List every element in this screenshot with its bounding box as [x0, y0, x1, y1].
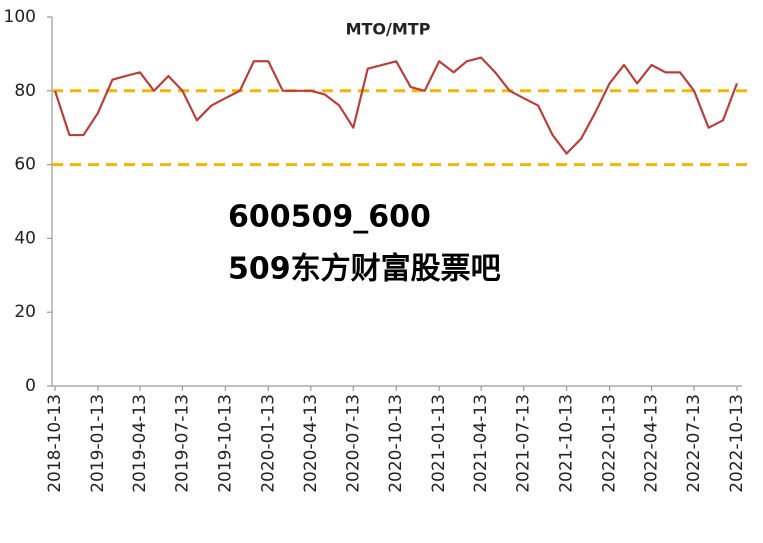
x-tick-label: 2021-01-13: [429, 394, 449, 493]
x-tick-label: 2019-01-13: [88, 394, 108, 493]
x-tick-label: 2018-10-13: [45, 394, 65, 493]
y-tick-label: 20: [14, 302, 36, 322]
x-tick-label: 2020-01-13: [258, 394, 278, 493]
x-tick-label: 2022-01-13: [600, 394, 620, 493]
x-tick-label: 2021-07-13: [514, 394, 534, 493]
y-tick-label: 0: [25, 376, 36, 396]
y-tick-label: 80: [14, 81, 36, 101]
x-tick-label: 2022-04-13: [642, 394, 662, 493]
x-tick-label: 2021-10-13: [557, 394, 577, 493]
x-tick-label: 2020-10-13: [386, 394, 406, 493]
x-tick-label: 2019-10-13: [215, 394, 235, 493]
y-tick-label: 60: [14, 155, 36, 175]
y-tick-label: 40: [14, 228, 36, 248]
data-line: [53, 56, 739, 155]
watermark: 600509_600: [228, 200, 431, 235]
x-tick-label: 2022-07-13: [684, 394, 704, 493]
x-tick-label: 2019-04-13: [130, 394, 150, 493]
x-tick-label: 2021-04-13: [471, 394, 491, 493]
x-tick-label: 2020-07-13: [343, 394, 363, 493]
y-tick-label: 100: [4, 7, 36, 27]
x-tick-label: 2020-04-13: [301, 394, 321, 493]
watermark: 509东方财富股票吧: [228, 252, 501, 287]
x-tick-label: 2022-10-13: [727, 394, 747, 493]
chart-title: MTO/MTP: [346, 20, 431, 39]
x-tick-label: 2019-07-13: [172, 394, 192, 493]
